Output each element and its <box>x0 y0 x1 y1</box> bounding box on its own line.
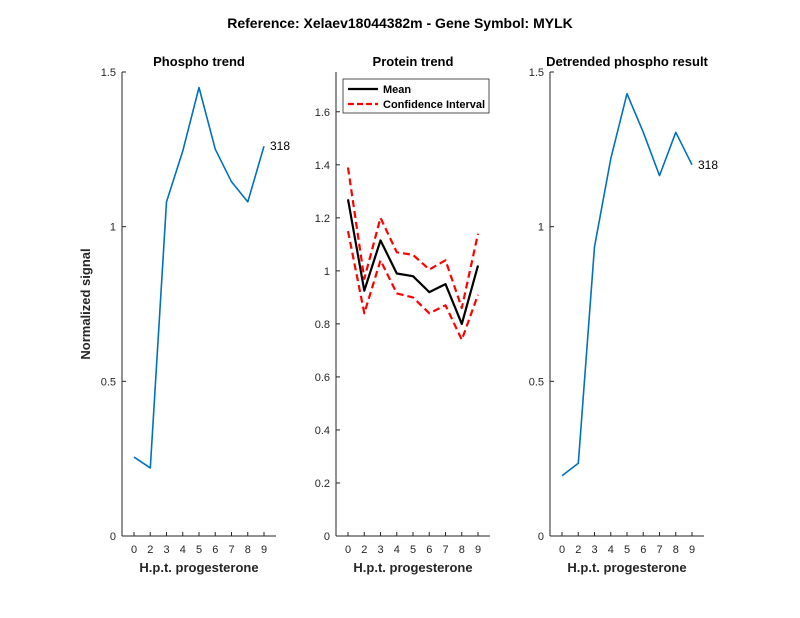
legend-box <box>342 78 490 114</box>
phospho-trend-xtick-label: 4 <box>180 544 186 556</box>
phospho-trend-xtick-label: 3 <box>163 544 169 556</box>
detrended-phospho-ytick-label: 0.5 <box>529 376 544 388</box>
detrended-phospho-title: Detrended phospho result <box>546 54 708 69</box>
protein-trend-xtick-label: 3 <box>377 544 383 556</box>
detrended-phospho-end-label: 318 <box>698 158 718 172</box>
protein-trend-ytick-label: 1.4 <box>315 160 330 172</box>
protein-trend-legend: Mean Confidence Interval <box>342 78 490 114</box>
detrended-phospho-xtick-label: 4 <box>608 544 614 556</box>
protein-trend-ytick-label: 0.2 <box>315 478 330 490</box>
protein-trend-xtick-label: 0 <box>345 544 351 556</box>
protein-trend-xtick-label: 4 <box>394 544 400 556</box>
protein-trend-panel: Protein trend H.p.t. progesterone Mean C… <box>315 54 490 575</box>
detrended-phospho-xtick-label: 7 <box>656 544 662 556</box>
protein-trend-series-line-2 <box>346 167 480 310</box>
phospho-trend-title: Phospho trend <box>153 54 245 69</box>
protein-trend-xtick-label: 7 <box>442 544 448 556</box>
detrended-phospho-xtick-label: 2 <box>575 544 581 556</box>
phospho-trend-xtick-label: 5 <box>196 544 202 556</box>
phospho-trend-xtick-label: 7 <box>228 544 234 556</box>
detrended-phospho-xtick-label: 9 <box>689 544 695 556</box>
phospho-trend-xtick-label: 2 <box>147 544 153 556</box>
protein-trend-ytick-label: 0.6 <box>315 372 330 384</box>
protein-trend-series-line-1 <box>346 199 480 325</box>
protein-trend-xtick-label: 2 <box>361 544 367 556</box>
detrended-phospho-xtick-label: 0 <box>559 544 565 556</box>
phospho-trend-end-label: 318 <box>270 139 290 153</box>
protein-trend-xtick-label: 9 <box>475 544 481 556</box>
protein-trend-ytick-label: 0 <box>324 531 330 543</box>
phospho-trend-panel: Phospho trend Normalized signal H.p.t. p… <box>78 54 290 575</box>
phospho-trend-ylabel: Normalized signal <box>78 248 93 359</box>
protein-trend-xlabel: H.p.t. progesterone <box>353 560 472 575</box>
phospho-trend-xtick-label: 6 <box>212 544 218 556</box>
phospho-trend-ytick-label: 0 <box>110 531 116 543</box>
detrended-phospho-ytick-label: 1.5 <box>529 67 544 79</box>
legend-mean-label: Mean <box>383 84 411 96</box>
protein-trend-series-line-3 <box>346 230 480 341</box>
protein-trend-ytick-label: 0.8 <box>315 319 330 331</box>
protein-trend-xtick-label: 6 <box>426 544 432 556</box>
figure-suptitle: Reference: Xelaev18044382m - Gene Symbol… <box>227 15 573 31</box>
phospho-trend-ytick-label: 1 <box>110 222 116 234</box>
phospho-trend-xtick-label: 9 <box>261 544 267 556</box>
phospho-trend-ytick-label: 1.5 <box>101 67 116 79</box>
detrended-phospho-xtick-label: 3 <box>591 544 597 556</box>
protein-trend-ytick-label: 1.6 <box>315 107 330 119</box>
detrended-phospho-panel: Detrended phospho result H.p.t. progeste… <box>529 54 719 575</box>
phospho-trend-xtick-label: 0 <box>131 544 137 556</box>
detrended-phospho-xlabel: H.p.t. progesterone <box>567 560 686 575</box>
phospho-trend-ytick-label: 0.5 <box>101 376 116 388</box>
detrended-phospho-ytick-label: 0 <box>538 531 544 543</box>
detrended-phospho-ytick-label: 1 <box>538 222 544 234</box>
detrended-phospho-xtick-label: 6 <box>640 544 646 556</box>
detrended-phospho-xtick-label: 5 <box>624 544 630 556</box>
protein-trend-ytick-label: 1.2 <box>315 213 330 225</box>
phospho-trend-series-line-1 <box>133 86 265 469</box>
protein-trend-xtick-label: 8 <box>459 544 465 556</box>
protein-trend-ytick-label: 0.4 <box>315 425 330 437</box>
protein-trend-title: Protein trend <box>373 54 454 69</box>
protein-trend-xtick-label: 5 <box>410 544 416 556</box>
phospho-trend-xtick-label: 8 <box>245 544 251 556</box>
protein-trend-ytick-label: 1 <box>324 266 330 278</box>
phospho-trend-xlabel: H.p.t. progesterone <box>139 560 258 575</box>
detrended-phospho-xtick-label: 8 <box>673 544 679 556</box>
legend-ci-label: Confidence Interval <box>383 99 485 111</box>
detrended-phospho-series-line-1 <box>561 92 693 477</box>
